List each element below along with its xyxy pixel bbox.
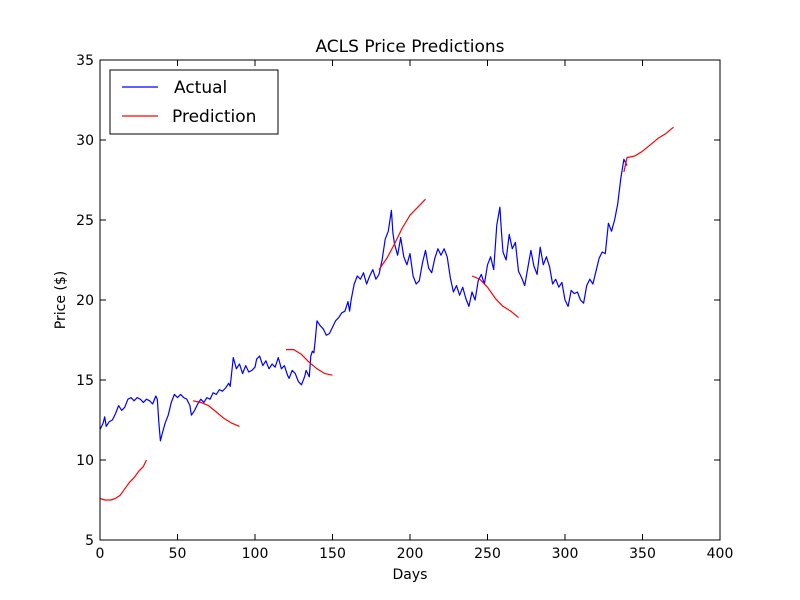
series-line-prediction-segment-5 xyxy=(471,275,519,319)
series-line-prediction-segment-6 xyxy=(623,126,674,173)
x-tick-label: 350 xyxy=(629,546,656,562)
x-tick-label: 300 xyxy=(552,546,579,562)
x-tick-label: 50 xyxy=(169,546,187,562)
series-line-prediction-segment-4 xyxy=(378,198,426,270)
x-tick-label: 100 xyxy=(242,546,269,562)
y-tick-label: 25 xyxy=(76,213,94,229)
legend-label-prediction: Prediction xyxy=(172,107,256,127)
y-tick-label: 5 xyxy=(85,533,94,549)
x-tick-label: 250 xyxy=(474,546,501,562)
y-tick-label: 35 xyxy=(76,53,94,69)
y-tick-label: 30 xyxy=(76,133,94,149)
y-tick-label: 10 xyxy=(76,453,94,469)
x-tick-label: 400 xyxy=(707,546,734,562)
y-tick-label: 20 xyxy=(76,293,94,309)
x-tick-label: 150 xyxy=(319,546,346,562)
chart-title: ACLS Price Predictions xyxy=(315,37,504,57)
y-tick-label: 15 xyxy=(76,373,94,389)
series-line-prediction-segment-3 xyxy=(286,349,333,376)
legend-label-actual: Actual xyxy=(174,78,227,98)
series-line-actual xyxy=(99,158,628,442)
plot-area xyxy=(99,126,674,501)
series-line-prediction-segment-2 xyxy=(192,400,240,427)
legend: Actual Prediction xyxy=(109,69,279,135)
y-axis-label: Price ($) xyxy=(53,271,69,329)
axis-ticks: 0 50 100 150 200 250 300 350 400 5 10 15 20 25 30 35 xyxy=(76,53,733,562)
x-axis-label: Days xyxy=(393,567,428,583)
series-line-prediction-segment-1 xyxy=(99,459,148,501)
x-tick-label: 0 xyxy=(96,546,105,562)
x-tick-label: 200 xyxy=(397,546,424,562)
legend-box xyxy=(109,69,279,135)
